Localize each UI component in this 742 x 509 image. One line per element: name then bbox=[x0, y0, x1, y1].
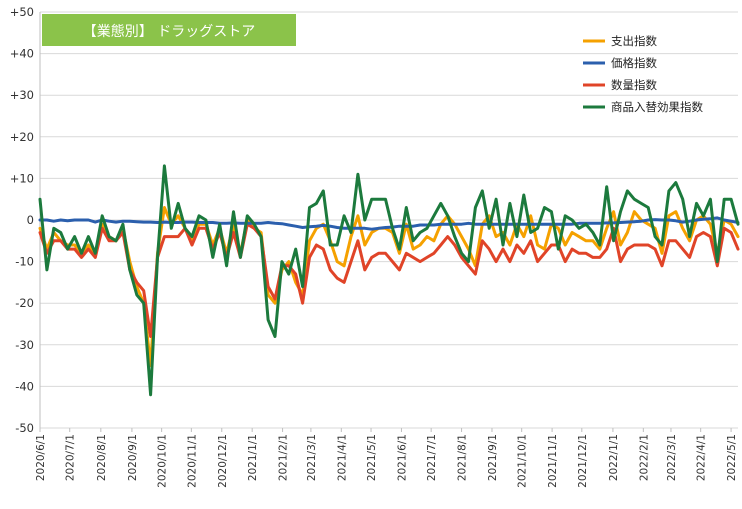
y-tick-label: -30 bbox=[15, 338, 34, 352]
x-tick-label: 2022/3/1 bbox=[666, 434, 678, 481]
series-lines bbox=[38, 164, 740, 397]
x-tick-label: 2022/5/1 bbox=[726, 434, 738, 481]
series-line-0 bbox=[38, 206, 740, 368]
y-tick-label: +50 bbox=[10, 5, 34, 19]
y-axis-ticks: +50 +40 +30 +20 +10 0 -10 -20 -30 -40 -50 bbox=[10, 5, 34, 435]
y-tick-label: +20 bbox=[10, 130, 34, 144]
y-tick-label: +10 bbox=[10, 171, 34, 185]
x-axis-ticks: 2020/6/1 2020/7/1 2020/8/1 2020/9/1 2020/10/… bbox=[35, 428, 738, 488]
x-tick-label: 2021/5/1 bbox=[366, 434, 378, 481]
x-tick-label: 2020/10/1 bbox=[157, 434, 169, 488]
chart-title-background bbox=[42, 14, 296, 46]
legend-label-3: 商品入替効果指数 bbox=[611, 100, 703, 114]
chart-title: 【業態別】 ドラッグストア bbox=[83, 24, 255, 40]
series-line-1 bbox=[38, 216, 740, 231]
x-tick-label: 2021/12/1 bbox=[577, 434, 589, 488]
x-tick-label: 2020/11/1 bbox=[186, 434, 198, 488]
y-tick-label: -40 bbox=[15, 379, 34, 393]
chart-title-box: 【業態別】 ドラッグストア bbox=[42, 14, 296, 46]
legend-label-1: 価格指数 bbox=[611, 56, 657, 70]
x-tick-label: 2021/1/1 bbox=[247, 434, 259, 481]
x-tick-label: 2020/8/1 bbox=[96, 434, 108, 481]
y-tick-label: +40 bbox=[10, 47, 34, 61]
y-tick-label: -20 bbox=[15, 296, 34, 310]
x-tick-label: 2021/7/1 bbox=[426, 434, 438, 481]
x-tick-label: 2020/9/1 bbox=[127, 434, 139, 481]
x-tick-label: 2021/10/1 bbox=[517, 434, 529, 488]
legend-label-0: 支出指数 bbox=[611, 34, 657, 48]
x-tick-label: 2022/2/1 bbox=[638, 434, 650, 481]
legend-label-2: 数量指数 bbox=[611, 78, 657, 92]
y-tick-label: -50 bbox=[15, 421, 34, 435]
x-tick-label: 2022/4/1 bbox=[696, 434, 708, 481]
y-tick-label: 0 bbox=[27, 213, 34, 227]
x-tick-label: 2021/9/1 bbox=[487, 434, 499, 481]
series-line-3 bbox=[38, 164, 740, 397]
x-tick-label: 2020/7/1 bbox=[65, 434, 77, 481]
x-tick-label: 2021/3/1 bbox=[306, 434, 318, 481]
x-tick-label: 2021/2/1 bbox=[278, 434, 290, 481]
x-tick-label: 2020/6/1 bbox=[35, 434, 47, 481]
x-tick-label: 2021/6/1 bbox=[396, 434, 408, 481]
x-tick-label: 2021/11/1 bbox=[547, 434, 559, 488]
x-tick-label: 2020/12/1 bbox=[217, 434, 229, 488]
x-tick-label: 2022/1/1 bbox=[608, 434, 620, 481]
x-tick-label: 2021/8/1 bbox=[457, 434, 469, 481]
y-tick-label: -10 bbox=[15, 255, 34, 269]
y-tick-label: +30 bbox=[10, 88, 34, 102]
x-tick-label: 2021/4/1 bbox=[336, 434, 348, 481]
